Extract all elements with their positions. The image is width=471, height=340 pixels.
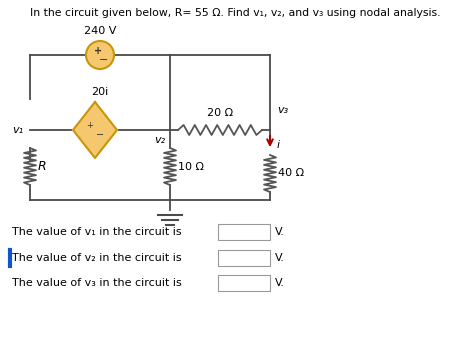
- Text: v₃: v₃: [277, 105, 288, 115]
- Text: 20 Ω: 20 Ω: [207, 108, 233, 118]
- Text: The value of v₂ in the circuit is: The value of v₂ in the circuit is: [12, 253, 182, 263]
- Text: +: +: [87, 120, 93, 130]
- Text: 40 Ω: 40 Ω: [278, 169, 304, 178]
- Polygon shape: [73, 102, 117, 158]
- Text: V.: V.: [275, 227, 285, 237]
- FancyBboxPatch shape: [218, 275, 270, 291]
- Text: The value of v₃ in the circuit is: The value of v₃ in the circuit is: [12, 278, 182, 288]
- Text: −: −: [99, 55, 109, 65]
- FancyBboxPatch shape: [218, 224, 270, 240]
- Text: The value of v₁ in the circuit is: The value of v₁ in the circuit is: [12, 227, 182, 237]
- Text: 10 Ω: 10 Ω: [178, 162, 204, 171]
- Text: +: +: [94, 46, 102, 56]
- Text: i: i: [277, 139, 280, 150]
- Text: V.: V.: [275, 278, 285, 288]
- Circle shape: [86, 41, 114, 69]
- Text: In the circuit given below, R= 55 Ω. Find v₁, v₂, and v₃ using nodal analysis.: In the circuit given below, R= 55 Ω. Fin…: [30, 8, 440, 18]
- FancyBboxPatch shape: [218, 250, 270, 266]
- Text: 240 V: 240 V: [84, 26, 116, 36]
- Text: 20i: 20i: [91, 87, 109, 97]
- Text: −: −: [96, 130, 104, 140]
- Text: V.: V.: [275, 253, 285, 263]
- Text: v₂: v₂: [154, 135, 165, 145]
- Text: R: R: [38, 160, 47, 173]
- Text: v₁: v₁: [12, 125, 23, 135]
